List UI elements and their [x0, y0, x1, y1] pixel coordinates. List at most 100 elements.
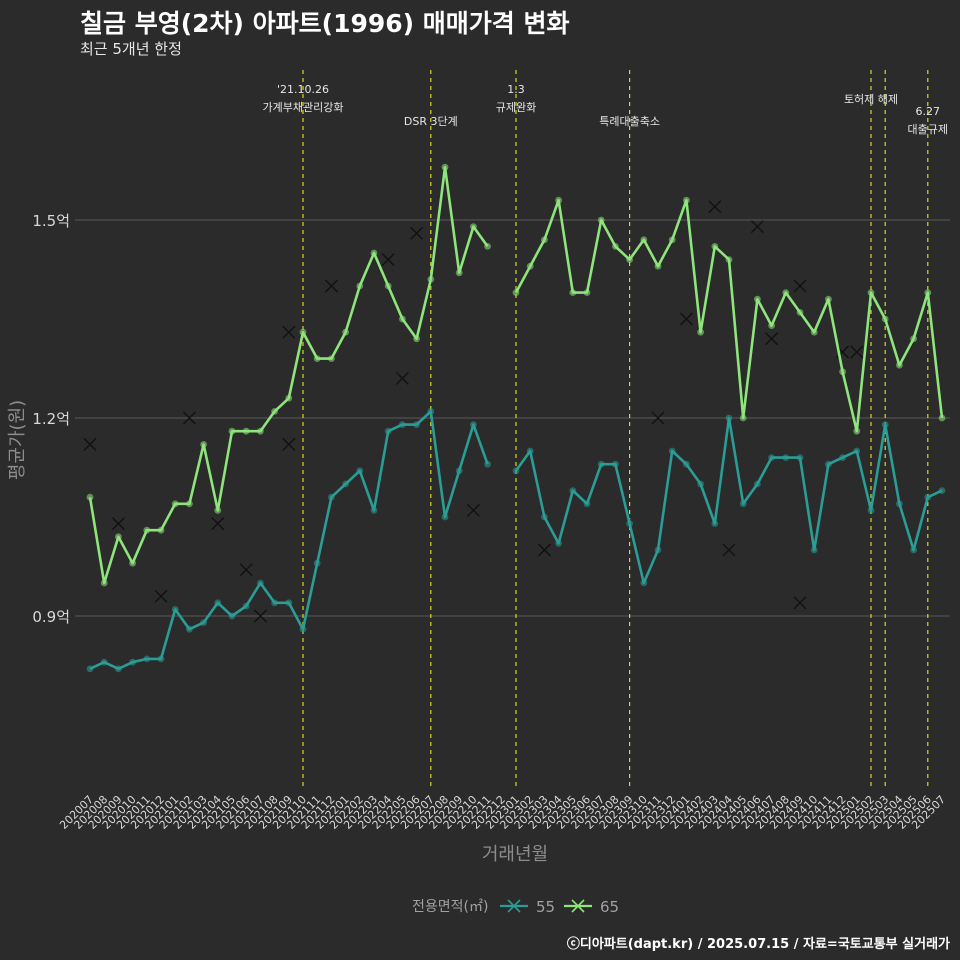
- data-point-65: [810, 328, 818, 336]
- data-point-65: [157, 526, 165, 534]
- data-point-65: [186, 500, 193, 508]
- data-point-65: [356, 282, 364, 290]
- data-point-65: [299, 328, 307, 336]
- data-point-65: [541, 236, 548, 244]
- data-point-65: [853, 427, 861, 435]
- data-point-55: [754, 480, 761, 488]
- data-point-65: [654, 262, 662, 270]
- data-point-65: [271, 408, 278, 415]
- data-point-55: [441, 513, 449, 521]
- legend-label-55: 55: [536, 898, 555, 916]
- cross-marker-65: [83, 437, 97, 451]
- data-point-55: [881, 421, 889, 428]
- event-label: 토허제 해제: [844, 92, 898, 106]
- data-point-65: [470, 223, 477, 231]
- data-point-55: [285, 599, 293, 607]
- data-point-65: [867, 289, 875, 296]
- cross-marker-65: [282, 437, 296, 451]
- data-point-65: [228, 427, 236, 435]
- data-point-65: [342, 328, 349, 336]
- data-point-65: [214, 507, 222, 514]
- data-point-65: [910, 335, 917, 343]
- data-point-55: [597, 460, 605, 468]
- data-point-65: [725, 256, 733, 263]
- data-point-55: [796, 454, 804, 461]
- data-point-65: [597, 216, 605, 224]
- data-point-65: [313, 355, 321, 362]
- data-point-55: [455, 467, 463, 475]
- data-point-55: [924, 493, 932, 501]
- cross-marker-65: [765, 332, 779, 346]
- event-label: 특례대출축소: [599, 115, 660, 128]
- data-point-55: [555, 540, 562, 547]
- data-point-55: [725, 414, 733, 422]
- y-tick-label: 1.2억: [32, 410, 70, 428]
- data-point-55: [896, 500, 903, 508]
- data-point-55: [214, 599, 222, 607]
- cross-marker-55: [793, 596, 807, 610]
- cross-marker-65: [722, 543, 736, 557]
- data-point-65: [171, 500, 179, 508]
- data-point-55: [399, 421, 406, 428]
- data-point-65: [697, 328, 704, 336]
- event-label: 6.27: [916, 105, 941, 118]
- data-point-55: [100, 658, 108, 666]
- data-point-65: [427, 276, 435, 283]
- series-line-55: [89, 410, 489, 671]
- data-point-55: [413, 421, 420, 428]
- data-point-55: [427, 408, 435, 415]
- cross-marker-65: [750, 220, 764, 234]
- data-point-55: [512, 467, 520, 475]
- data-point-65: [881, 315, 889, 323]
- data-point-65: [455, 269, 463, 277]
- data-point-55: [668, 447, 676, 455]
- data-point-55: [171, 606, 179, 613]
- cross-marker-65: [211, 517, 225, 531]
- event-label: 가계부채관리강화: [263, 101, 344, 114]
- data-point-55: [342, 480, 349, 488]
- data-point-55: [242, 602, 250, 610]
- data-point-65: [938, 414, 946, 422]
- cross-marker-65: [410, 226, 424, 240]
- data-point-55: [697, 480, 704, 488]
- data-point-55: [569, 487, 577, 494]
- data-point-55: [711, 520, 719, 527]
- cross-marker-65: [239, 563, 253, 577]
- data-point-55: [200, 619, 208, 626]
- data-point-65: [86, 493, 94, 501]
- data-point-55: [526, 447, 534, 455]
- data-point-55: [683, 460, 690, 468]
- data-point-55: [86, 665, 94, 673]
- cross-marker-65: [253, 609, 267, 623]
- data-point-55: [356, 467, 364, 475]
- data-point-65: [683, 196, 690, 204]
- cross-marker-55: [395, 371, 409, 385]
- data-point-55: [271, 599, 278, 607]
- data-point-55: [257, 579, 264, 587]
- data-point-55: [768, 454, 775, 461]
- cross-marker-65: [381, 253, 395, 267]
- data-point-55: [626, 520, 633, 527]
- data-point-65: [257, 427, 264, 435]
- data-point-65: [100, 579, 108, 587]
- data-point-65: [129, 559, 137, 567]
- data-point-65: [384, 282, 392, 290]
- event-label: 규제완화: [496, 101, 536, 114]
- data-point-65: [413, 335, 420, 343]
- data-point-65: [555, 196, 562, 204]
- cross-marker-65: [793, 279, 807, 293]
- cross-marker-65: [708, 200, 722, 214]
- legend-title: 전용면적(㎡): [412, 899, 488, 915]
- data-point-55: [654, 546, 662, 554]
- data-point-55: [640, 579, 648, 587]
- data-point-65: [399, 315, 406, 323]
- data-point-65: [328, 355, 335, 362]
- data-point-55: [384, 427, 392, 435]
- data-point-65: [612, 243, 619, 250]
- data-point-55: [810, 546, 818, 554]
- data-point-65: [285, 394, 293, 402]
- data-point-65: [115, 533, 122, 541]
- event-label: 1.3: [507, 83, 525, 96]
- cross-marker-65: [111, 517, 125, 531]
- data-point-55: [583, 500, 591, 508]
